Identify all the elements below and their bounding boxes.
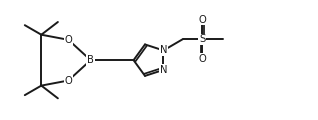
Text: O: O [65,75,72,86]
Text: O: O [65,35,72,45]
Text: O: O [198,15,206,25]
Text: S: S [199,34,205,44]
Text: N: N [160,65,167,75]
Text: B: B [87,55,94,65]
Text: O: O [198,54,206,64]
Text: N: N [160,45,167,55]
